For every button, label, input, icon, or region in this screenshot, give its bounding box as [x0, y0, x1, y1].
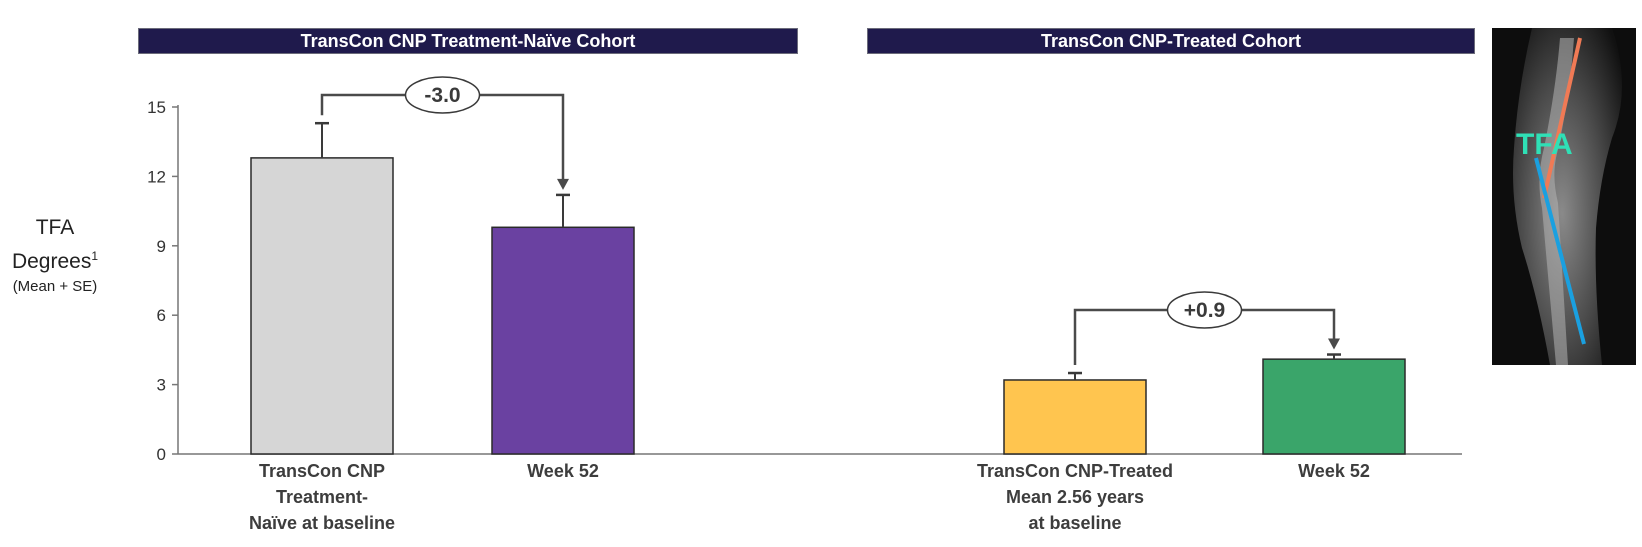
x-category-label-line: at baseline — [1028, 513, 1122, 533]
cohort-header-naive: TransCon CNP Treatment-Naïve Cohort — [138, 28, 798, 54]
y-tick-label: 3 — [157, 376, 166, 395]
change-label-ellipse — [404, 76, 481, 114]
y-axis-label-line2: Degrees1 — [0, 242, 110, 276]
cohort-header-naive-label: TransCon CNP Treatment-Naïve Cohort — [300, 31, 636, 51]
y-tick-label: 0 — [157, 445, 166, 464]
cohort-header-treated: TransCon CNP-Treated Cohort — [867, 28, 1475, 54]
x-category-label: TransCon CNP Treatment- Naïve at baseline — [202, 458, 442, 536]
y-tick-label: 15 — [147, 98, 166, 117]
cohort-header-treated-label: TransCon CNP-Treated Cohort — [1040, 31, 1302, 51]
bar — [250, 157, 394, 455]
x-category-label-line: Week 52 — [527, 461, 599, 481]
change-arrowhead — [1328, 338, 1340, 350]
y-axis-label-degrees: Degrees — [11, 250, 92, 273]
y-tick-label: 12 — [147, 167, 166, 186]
bar — [491, 226, 635, 455]
y-axis-label-line3: (Mean + SE) — [12, 278, 98, 295]
bar — [1003, 379, 1147, 455]
xray-tfa-label: TFA — [1516, 128, 1573, 161]
x-category-label-line: TransCon CNP-Treated — [976, 461, 1174, 481]
x-category-label-line: Naïve at baseline — [248, 513, 396, 533]
change-label-ellipse — [1166, 291, 1243, 329]
y-tick-label: 9 — [157, 237, 166, 256]
xray-image: TFA — [1492, 28, 1636, 365]
y-tick-label: 6 — [157, 306, 166, 325]
x-category-label-line: Week 52 — [1298, 461, 1370, 481]
change-label: +0.9 — [1184, 299, 1225, 322]
x-category-label: TransCon CNP-Treated Mean 2.56 years at ba… — [955, 458, 1195, 536]
bar — [1262, 358, 1406, 455]
x-category-label: Week 52 — [1214, 458, 1454, 484]
xray-femoral-axis-line — [1542, 37, 1582, 199]
y-axis-label-line1: TFA — [35, 216, 75, 239]
change-arrowhead — [557, 178, 569, 190]
x-category-label-line: Treatment- — [275, 487, 369, 507]
change-label: -3.0 — [424, 84, 460, 107]
xray-bone-shaft — [1539, 38, 1574, 365]
xray-leg-shape — [1513, 28, 1622, 365]
x-category-label-line: TransCon CNP — [258, 461, 386, 481]
y-axis-label: TFA Degrees1 (Mean + SE) — [0, 214, 110, 298]
x-category-label-line: Mean 2.56 years — [1005, 487, 1145, 507]
x-category-label: Week 52 — [443, 458, 683, 484]
xray-tibial-axis-line — [1534, 157, 1586, 345]
y-axis-label-footnote: 1 — [91, 249, 99, 263]
